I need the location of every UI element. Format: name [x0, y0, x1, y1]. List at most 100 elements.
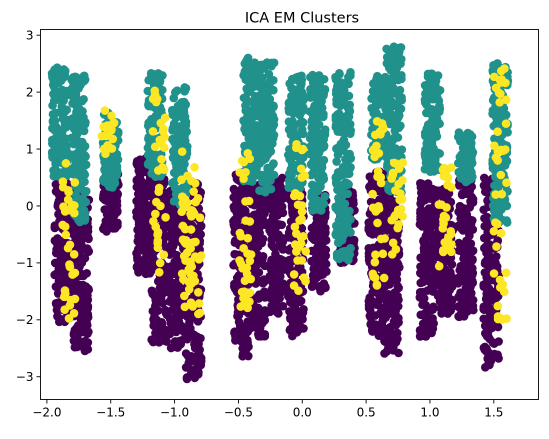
- data-point: [70, 201, 79, 210]
- data-point: [229, 260, 238, 270]
- data-point: [335, 172, 344, 181]
- data-point: [488, 259, 498, 269]
- data-point: [109, 212, 118, 222]
- data-point: [190, 343, 200, 353]
- data-point: [150, 113, 159, 123]
- data-point: [461, 226, 471, 235]
- data-point: [193, 350, 203, 360]
- data-point: [112, 149, 122, 159]
- data-point: [367, 318, 376, 327]
- data-point: [266, 291, 275, 301]
- data-point: [173, 341, 183, 350]
- data-point: [500, 153, 510, 162]
- data-point: [274, 220, 284, 229]
- data-point: [51, 270, 60, 279]
- data-point: [380, 282, 390, 291]
- chart-title: ICA EM Clusters: [245, 11, 359, 27]
- data-point: [159, 250, 169, 260]
- data-point: [56, 76, 66, 86]
- data-point: [253, 251, 263, 261]
- data-point: [239, 343, 249, 352]
- data-point: [181, 127, 191, 137]
- data-point: [247, 115, 256, 124]
- data-point: [381, 292, 390, 302]
- data-point: [390, 291, 399, 300]
- data-point: [435, 119, 444, 129]
- data-point: [315, 182, 325, 191]
- data-point: [161, 305, 170, 315]
- data-point: [180, 291, 189, 301]
- data-point: [51, 108, 60, 118]
- data-point: [133, 244, 143, 254]
- data-point: [245, 87, 255, 96]
- data-point: [71, 157, 80, 166]
- data-point: [253, 329, 263, 339]
- data-point: [468, 263, 477, 273]
- data-point: [186, 328, 196, 337]
- data-point: [53, 312, 62, 321]
- data-point: [334, 238, 343, 248]
- data-point: [265, 225, 274, 235]
- data-point: [166, 270, 175, 280]
- data-point: [482, 347, 492, 357]
- data-point: [429, 302, 438, 312]
- data-point: [386, 96, 396, 106]
- data-point: [284, 117, 294, 126]
- data-point: [462, 165, 472, 175]
- data-point: [50, 116, 60, 125]
- data-point: [150, 70, 159, 79]
- data-point: [180, 83, 189, 92]
- data-point: [60, 207, 70, 216]
- data-point: [383, 82, 393, 92]
- data-point: [182, 334, 192, 344]
- data-point: [264, 70, 274, 79]
- data-point: [151, 209, 160, 219]
- data-point: [309, 235, 319, 245]
- data-point: [146, 157, 155, 166]
- data-point: [275, 178, 284, 187]
- data-point: [76, 299, 86, 308]
- data-point: [55, 191, 64, 200]
- data-point: [80, 188, 90, 197]
- data-point: [60, 66, 70, 76]
- data-point: [454, 181, 464, 190]
- data-point: [393, 281, 403, 291]
- data-point: [468, 278, 478, 288]
- data-point: [172, 86, 182, 95]
- data-point: [436, 277, 446, 287]
- data-point: [51, 159, 60, 168]
- data-point: [59, 96, 68, 105]
- data-point: [290, 91, 299, 101]
- cluster-purple-series: [50, 152, 504, 384]
- data-point: [306, 92, 316, 101]
- data-point: [152, 197, 161, 207]
- data-point: [148, 127, 158, 136]
- data-point: [159, 336, 168, 345]
- data-point: [385, 103, 395, 113]
- data-point: [248, 97, 257, 107]
- data-point: [284, 246, 294, 255]
- data-point: [309, 112, 318, 121]
- data-point: [419, 235, 429, 245]
- data-point: [335, 228, 344, 238]
- data-point: [151, 222, 161, 232]
- data-point: [268, 111, 278, 121]
- data-point: [484, 359, 493, 369]
- data-point: [190, 162, 199, 172]
- data-point: [438, 294, 448, 303]
- data-point: [257, 238, 267, 248]
- data-point: [48, 80, 58, 90]
- data-point: [259, 89, 269, 99]
- data-point: [55, 88, 64, 98]
- data-point: [396, 95, 405, 105]
- data-point: [391, 337, 401, 347]
- data-point: [428, 112, 438, 121]
- data-point: [382, 162, 392, 172]
- data-point: [467, 145, 476, 155]
- data-point: [331, 72, 340, 82]
- data-point: [344, 180, 353, 189]
- data-point: [299, 103, 308, 112]
- data-point: [58, 132, 67, 142]
- data-point: [426, 140, 435, 149]
- data-point: [61, 230, 71, 240]
